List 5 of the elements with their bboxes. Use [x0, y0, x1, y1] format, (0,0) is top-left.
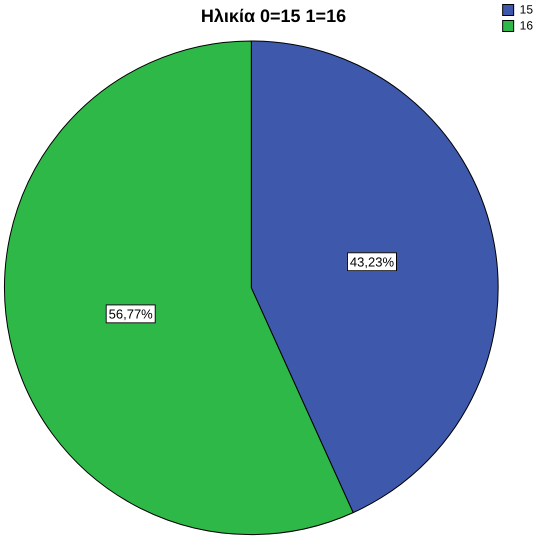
- data-label: 56,77%: [108, 306, 154, 322]
- legend-label: 16: [520, 18, 534, 32]
- legend-label: 15: [520, 2, 534, 16]
- data-label: 43,23%: [350, 254, 394, 270]
- chart-title: Ηλικία 0=15 1=16: [200, 6, 346, 26]
